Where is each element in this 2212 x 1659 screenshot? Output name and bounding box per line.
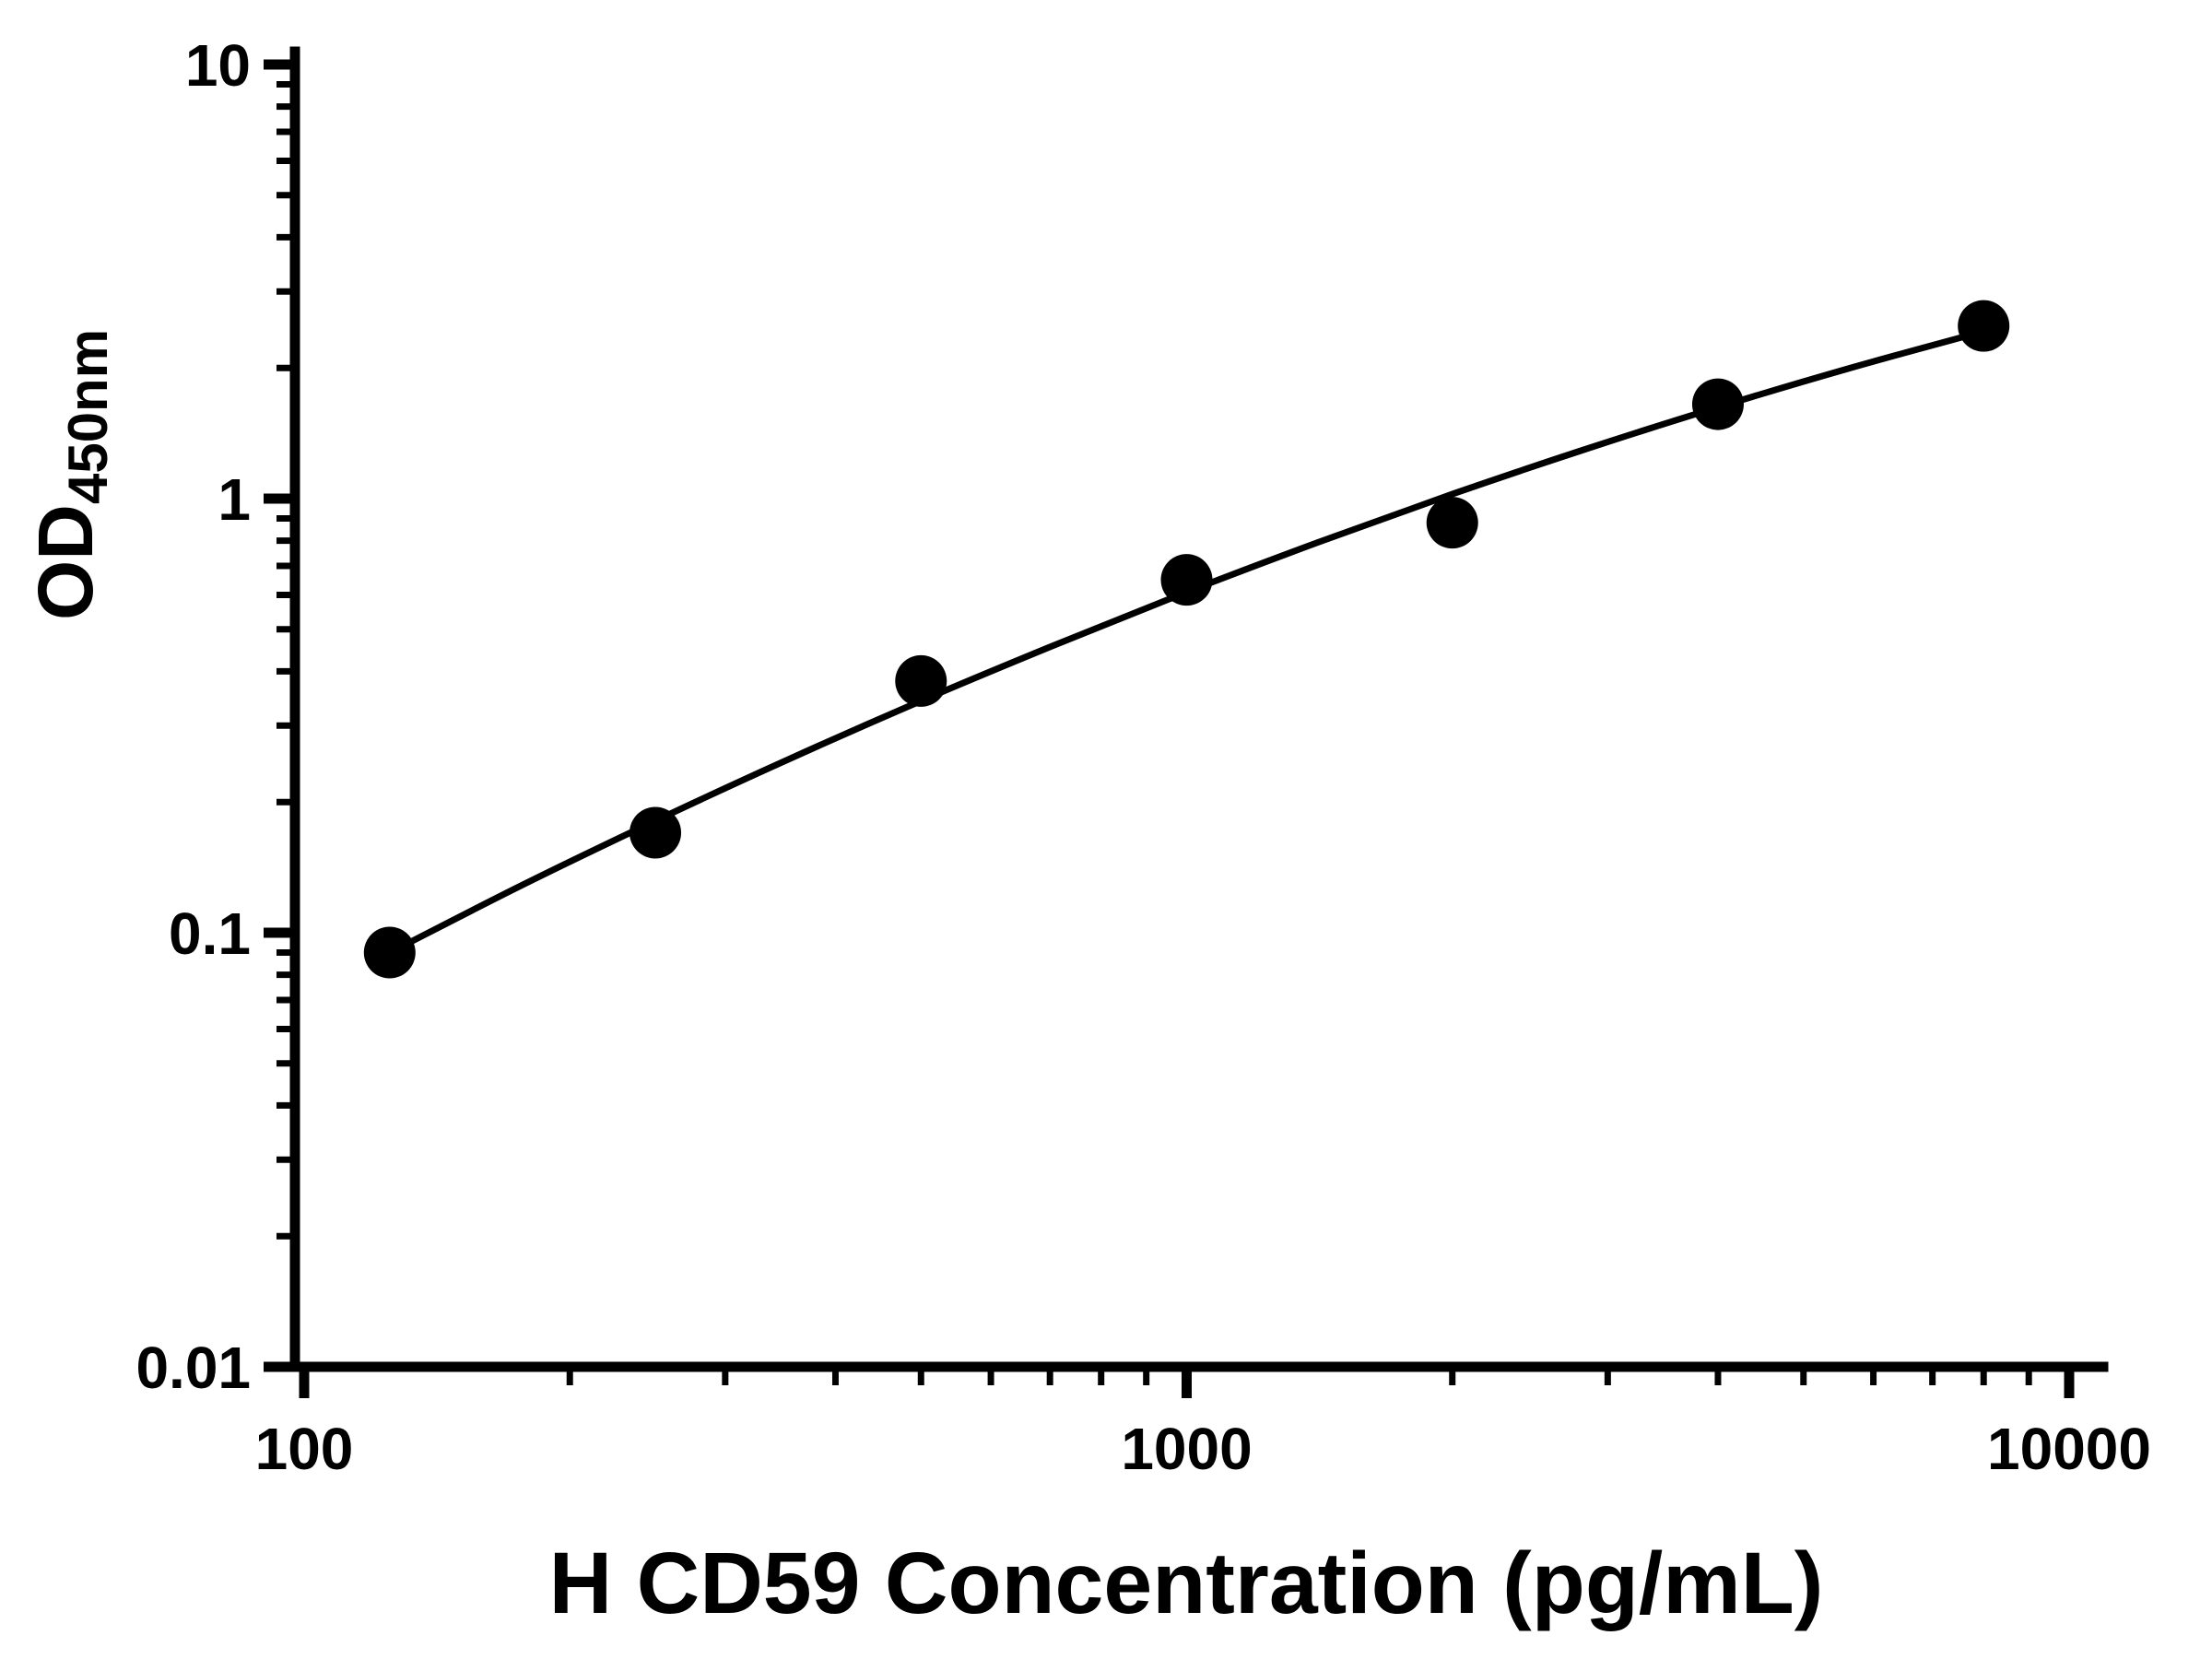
x-axis-tick-label: 10000	[1987, 1416, 2151, 1482]
x-axis-tick-label: 1000	[1121, 1416, 1252, 1482]
y-axis-tick-label: 0.01	[135, 1335, 251, 1401]
data-point	[1958, 300, 2010, 352]
data-point	[363, 926, 416, 979]
y-axis-tick-label: 0.1	[169, 900, 251, 967]
plot-layer: 100 1000 10000 10 1 0.1 0.01	[135, 32, 2151, 1482]
data-point	[1691, 378, 1744, 430]
y-axis-title-main: OD	[22, 504, 109, 620]
x-axis-tick-label: 100	[255, 1416, 354, 1482]
data-point	[629, 806, 682, 859]
fit-curve	[388, 328, 1985, 956]
y-axis-tick-label: 1	[218, 466, 251, 533]
data-point	[895, 654, 947, 707]
data-point	[1160, 554, 1213, 606]
data-point	[1426, 497, 1478, 549]
y-axis-title-sub: 450nm	[57, 329, 119, 504]
x-axis-title: H CD59 Concentration (pg/mL)	[549, 1535, 1824, 1632]
y-axis-title: OD450nm	[22, 329, 119, 620]
y-axis-tick-label: 10	[185, 32, 251, 99]
